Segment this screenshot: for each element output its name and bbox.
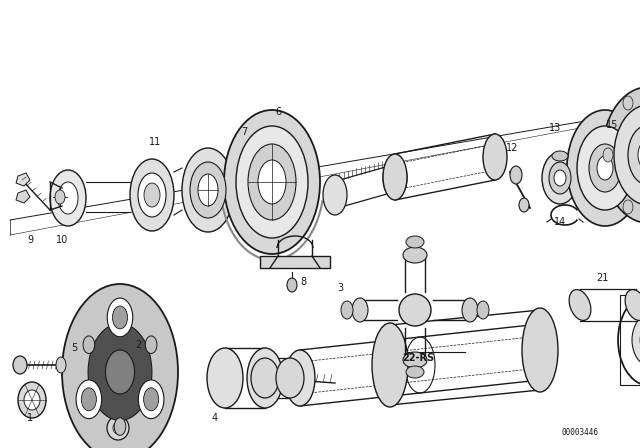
- Ellipse shape: [248, 144, 296, 220]
- Ellipse shape: [236, 126, 308, 238]
- Ellipse shape: [62, 284, 178, 448]
- Ellipse shape: [145, 336, 157, 353]
- Ellipse shape: [113, 306, 127, 329]
- Ellipse shape: [182, 148, 234, 232]
- Text: 3: 3: [337, 283, 343, 293]
- Ellipse shape: [510, 166, 522, 184]
- Text: 4: 4: [212, 413, 218, 423]
- Ellipse shape: [207, 348, 243, 408]
- Ellipse shape: [477, 301, 489, 319]
- Ellipse shape: [81, 388, 97, 411]
- Text: 15: 15: [606, 120, 618, 130]
- Ellipse shape: [632, 314, 640, 366]
- Ellipse shape: [58, 182, 78, 214]
- Ellipse shape: [567, 110, 640, 226]
- Ellipse shape: [554, 170, 566, 186]
- Ellipse shape: [287, 278, 297, 292]
- Ellipse shape: [224, 110, 320, 254]
- Ellipse shape: [383, 158, 407, 198]
- Ellipse shape: [403, 247, 427, 263]
- Text: 1: 1: [27, 413, 33, 423]
- Ellipse shape: [276, 358, 304, 398]
- Ellipse shape: [603, 148, 613, 162]
- Ellipse shape: [83, 336, 95, 353]
- Ellipse shape: [522, 308, 558, 392]
- Ellipse shape: [18, 382, 46, 418]
- Ellipse shape: [569, 289, 591, 320]
- Ellipse shape: [597, 156, 613, 180]
- Ellipse shape: [352, 298, 368, 322]
- Ellipse shape: [542, 152, 578, 204]
- Ellipse shape: [198, 174, 218, 206]
- Ellipse shape: [628, 125, 640, 185]
- Ellipse shape: [623, 200, 633, 214]
- Ellipse shape: [589, 144, 621, 192]
- Ellipse shape: [50, 170, 86, 226]
- Ellipse shape: [614, 105, 640, 205]
- Text: 13: 13: [549, 123, 561, 133]
- Text: 12: 12: [506, 143, 518, 153]
- Ellipse shape: [88, 323, 152, 420]
- Ellipse shape: [76, 380, 102, 418]
- Ellipse shape: [323, 175, 347, 215]
- Ellipse shape: [623, 96, 633, 110]
- Ellipse shape: [251, 358, 279, 398]
- Text: 8: 8: [300, 277, 306, 287]
- Polygon shape: [16, 190, 30, 203]
- Bar: [260, 256, 330, 268]
- Text: 21: 21: [596, 273, 608, 283]
- Ellipse shape: [138, 380, 164, 418]
- Ellipse shape: [144, 183, 160, 207]
- Ellipse shape: [114, 418, 126, 435]
- Ellipse shape: [55, 190, 65, 204]
- Ellipse shape: [130, 159, 174, 231]
- Bar: [620, 295, 640, 385]
- Ellipse shape: [372, 323, 408, 407]
- Text: 11: 11: [149, 137, 161, 147]
- Ellipse shape: [577, 126, 633, 210]
- Ellipse shape: [602, 87, 640, 223]
- Ellipse shape: [258, 160, 286, 204]
- Polygon shape: [16, 173, 30, 186]
- Text: 5: 5: [71, 343, 77, 353]
- Ellipse shape: [13, 356, 27, 374]
- Text: 14: 14: [554, 217, 566, 227]
- Ellipse shape: [625, 289, 640, 320]
- Ellipse shape: [143, 388, 159, 411]
- Ellipse shape: [549, 162, 571, 194]
- Ellipse shape: [285, 350, 315, 406]
- Ellipse shape: [406, 366, 424, 378]
- Ellipse shape: [106, 350, 134, 394]
- Text: 6: 6: [275, 107, 281, 117]
- Ellipse shape: [24, 390, 40, 410]
- Ellipse shape: [108, 298, 132, 337]
- Ellipse shape: [399, 294, 431, 326]
- Text: 00003446: 00003446: [561, 427, 598, 436]
- Ellipse shape: [519, 198, 529, 212]
- Ellipse shape: [247, 348, 283, 408]
- Text: 9: 9: [27, 235, 33, 245]
- Ellipse shape: [552, 151, 568, 161]
- Text: 7: 7: [241, 127, 247, 137]
- Ellipse shape: [403, 352, 427, 368]
- Text: 22-RS: 22-RS: [402, 353, 434, 363]
- Ellipse shape: [462, 298, 478, 322]
- Ellipse shape: [190, 162, 226, 218]
- Ellipse shape: [113, 422, 123, 434]
- Text: 10: 10: [56, 235, 68, 245]
- Ellipse shape: [383, 154, 407, 200]
- Ellipse shape: [638, 140, 640, 170]
- Ellipse shape: [341, 301, 353, 319]
- Ellipse shape: [56, 357, 66, 373]
- Ellipse shape: [138, 173, 166, 217]
- Ellipse shape: [525, 324, 555, 380]
- Ellipse shape: [483, 134, 507, 180]
- Ellipse shape: [406, 236, 424, 248]
- Text: 2: 2: [135, 340, 141, 350]
- Ellipse shape: [107, 416, 129, 440]
